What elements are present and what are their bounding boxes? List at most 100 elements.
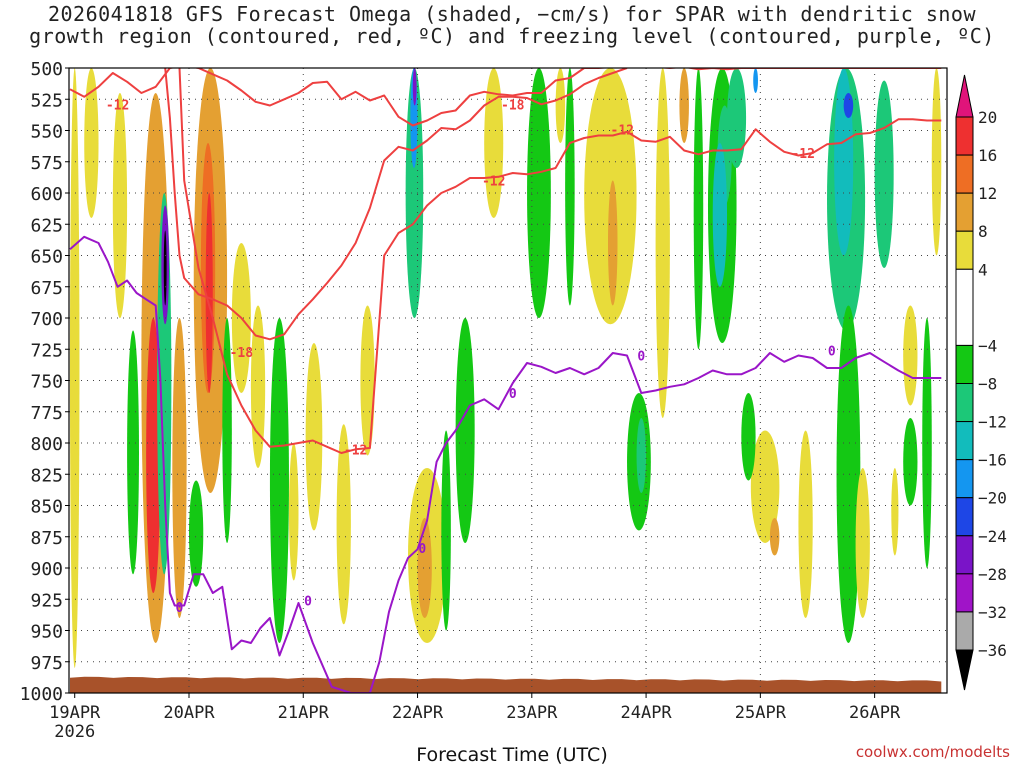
- contours: [69, 68, 942, 693]
- contour-label: -12: [791, 147, 814, 162]
- colorbar-bin: [955, 268, 974, 346]
- contour-label: 0: [418, 542, 426, 557]
- y-tick-label: 825: [30, 465, 63, 486]
- y-tick-label: 500: [30, 59, 63, 80]
- colorbar-label: −4: [978, 336, 997, 355]
- omega-region: [798, 430, 813, 618]
- omega-region: [903, 305, 918, 406]
- omega-region: [205, 193, 213, 393]
- y-tick-label: 650: [30, 247, 63, 268]
- x-tick-label: 22APR: [392, 703, 444, 723]
- colorbar-label: −28: [978, 565, 1007, 584]
- x-tick-sublabel: 2026: [54, 722, 95, 742]
- omega-region: [607, 180, 618, 306]
- x-axis-title: Forecast Time (UTC): [416, 744, 608, 766]
- omega-region: [753, 68, 758, 93]
- contour-label: 0: [176, 601, 184, 616]
- omega-region: [112, 93, 128, 318]
- omega-region: [769, 518, 780, 556]
- contour-label: -12: [482, 175, 505, 190]
- omega-region: [69, 68, 80, 668]
- omega-region: [679, 68, 689, 143]
- omega-region: [636, 418, 647, 493]
- colorbar-bin: [955, 154, 974, 194]
- omega-region: [360, 305, 375, 456]
- omega-region: [855, 468, 870, 618]
- contour-label: 0: [509, 387, 517, 402]
- contour-line: [69, 235, 942, 693]
- omega-region: [741, 393, 756, 481]
- colorbar-bin: [955, 383, 974, 423]
- colorbar-bin: [955, 344, 974, 384]
- colorbar-label: −8: [978, 375, 997, 394]
- colorbar-bin: [955, 74, 974, 118]
- omega-region: [527, 68, 551, 318]
- colorbar-bin: [955, 611, 974, 651]
- omega-region: [874, 80, 894, 268]
- colorbar-bin: [955, 116, 974, 156]
- omega-region: [931, 68, 942, 256]
- y-tick-label: 700: [30, 309, 63, 330]
- omega-region: [750, 430, 780, 543]
- omega-region: [655, 68, 670, 418]
- contour-label: -18: [230, 346, 254, 361]
- omega-region: [288, 443, 299, 581]
- omega-region: [412, 68, 417, 106]
- contour-labels: -12 -18 -12 -18 -12 -12 -12 0 0 0 0 0 0: [106, 98, 836, 616]
- colorbar-bin: [955, 573, 974, 613]
- omega-region: [565, 68, 575, 306]
- omega-region: [163, 230, 167, 306]
- omega-region: [336, 424, 351, 625]
- omega-region: [836, 305, 861, 643]
- x-tick-label: 19APR: [49, 703, 101, 723]
- contour-label: 0: [828, 345, 836, 360]
- y-tick-label: 675: [30, 278, 63, 299]
- y-axis: 500 525 550 575 600 625 650 675 700 725 750 775 800 8…: [20, 59, 69, 705]
- colorbar-label: −32: [978, 603, 1007, 622]
- contour-label: -12: [344, 443, 367, 458]
- terrain-fill: [70, 676, 942, 693]
- y-tick-label: 775: [30, 403, 63, 424]
- y-tick-label: 875: [30, 528, 63, 549]
- chart-title-line2: growth region (contoured, red, ºC) and f…: [29, 24, 995, 48]
- contour-label: -12: [106, 98, 129, 113]
- contour-label: -12: [611, 123, 634, 138]
- colorbar-label: 4: [978, 260, 988, 279]
- omega-region: [84, 68, 99, 218]
- omega-region: [441, 430, 451, 631]
- chart-title-line1: 2026041818 GFS Forecast Omega (shaded, −…: [47, 2, 977, 26]
- y-tick-label: 575: [30, 153, 63, 174]
- omega-region: [903, 418, 918, 506]
- y-tick-label: 950: [30, 622, 63, 643]
- colorbar-label: 12: [978, 184, 997, 203]
- y-tick-label: 900: [30, 559, 63, 580]
- x-tick-label: 25APR: [735, 703, 787, 723]
- y-tick-label: 1000: [20, 684, 63, 705]
- colorbar-label: −16: [978, 451, 1007, 470]
- y-tick-label: 750: [30, 372, 63, 393]
- colorbar-label: −20: [978, 489, 1007, 508]
- colorbar-label: 16: [978, 146, 997, 165]
- x-tick-label: 21APR: [278, 703, 330, 723]
- y-tick-label: 975: [30, 653, 63, 674]
- omega-region: [455, 318, 475, 543]
- omega-region: [555, 68, 566, 143]
- omega-region: [727, 68, 747, 168]
- x-tick-label: 23APR: [506, 703, 558, 723]
- omega-region: [250, 305, 266, 468]
- x-tick-label: 24APR: [620, 703, 672, 723]
- y-tick-label: 550: [30, 122, 63, 143]
- colorbar-bin: [955, 230, 974, 270]
- omega-region: [172, 318, 187, 618]
- colorbar: 20 16 12 8 4 −4 −8 −12 −16 −20 −24 −28 −32 −36: [955, 74, 1007, 691]
- omega-shading: [69, 68, 942, 668]
- omega-region: [127, 330, 139, 575]
- colorbar-bin: [955, 421, 974, 461]
- colorbar-bin: [955, 649, 974, 691]
- y-tick-label: 925: [30, 590, 63, 611]
- omega-region: [405, 68, 424, 318]
- colorbar-label: 8: [978, 222, 988, 241]
- gridlines: [69, 68, 947, 693]
